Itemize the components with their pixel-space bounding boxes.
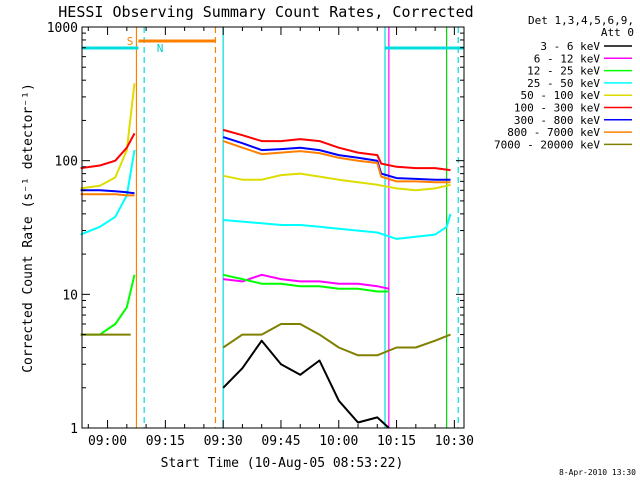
legend-label: 50 - 100 keV [521,89,601,102]
legend-header: Det 1,3,4,5,6,9, [528,14,634,27]
series-line-300-800-kev [80,136,451,195]
plot-frame [81,26,465,429]
x-tick-label: 09:30 [204,434,243,449]
y-axis-label: Corrected Count Rate (s⁻¹ detector⁻¹) [21,83,36,373]
y-tick-label: 10 [62,288,78,303]
legend-label: 3 - 6 keV [540,40,600,53]
legend-label: 6 - 12 keV [534,52,601,65]
axes: 1 10 100 1000 09:00 09:15 09:30 09:45 10:00 10:15… [47,21,474,449]
legend-label: 800 - 7000 keV [507,126,600,139]
x-tick-label: 10:30 [435,434,474,449]
date-stamp: 8-Apr-2010 13:30 [559,468,636,477]
night-bar-label: N [157,42,164,55]
x-tick-label: 10:00 [319,434,358,449]
series-line-50-100-kev [80,83,451,192]
series-line-100-300-kev [80,128,451,172]
legend-header: Att 0 [601,26,634,39]
series-line-6-12-kev [223,273,390,290]
series-line-7000-20000-kev [80,323,451,357]
x-tick-label: 10:15 [377,434,416,449]
series-line-25-50-kev [80,149,452,240]
x-tick-label: 09:00 [88,434,127,449]
series-line-800-7000-kev [80,140,451,197]
legend-label: 7000 - 20000 keV [494,138,600,151]
y-tick-label: 1 [70,422,78,437]
y-tick-label: 1000 [47,21,78,36]
legend-label: 25 - 50 keV [527,77,600,90]
saa-bar-label: S [127,35,134,48]
x-axis-label: Start Time (10-Aug-05 08:53:22) [161,456,404,471]
x-tick-label: 09:45 [261,434,300,449]
x-tick-label: 09:15 [146,434,185,449]
interval-markers [82,27,464,428]
legend-label: 300 - 800 keV [514,114,600,127]
legend-label: 12 - 25 keV [527,65,600,78]
chart-title: HESSI Observing Summary Count Rates, Cor… [58,3,473,21]
series-layer [80,83,452,429]
series-line-3-6-kev [222,339,390,429]
y-tick-label: 100 [55,155,78,170]
legend-label: 100 - 300 keV [514,102,600,115]
